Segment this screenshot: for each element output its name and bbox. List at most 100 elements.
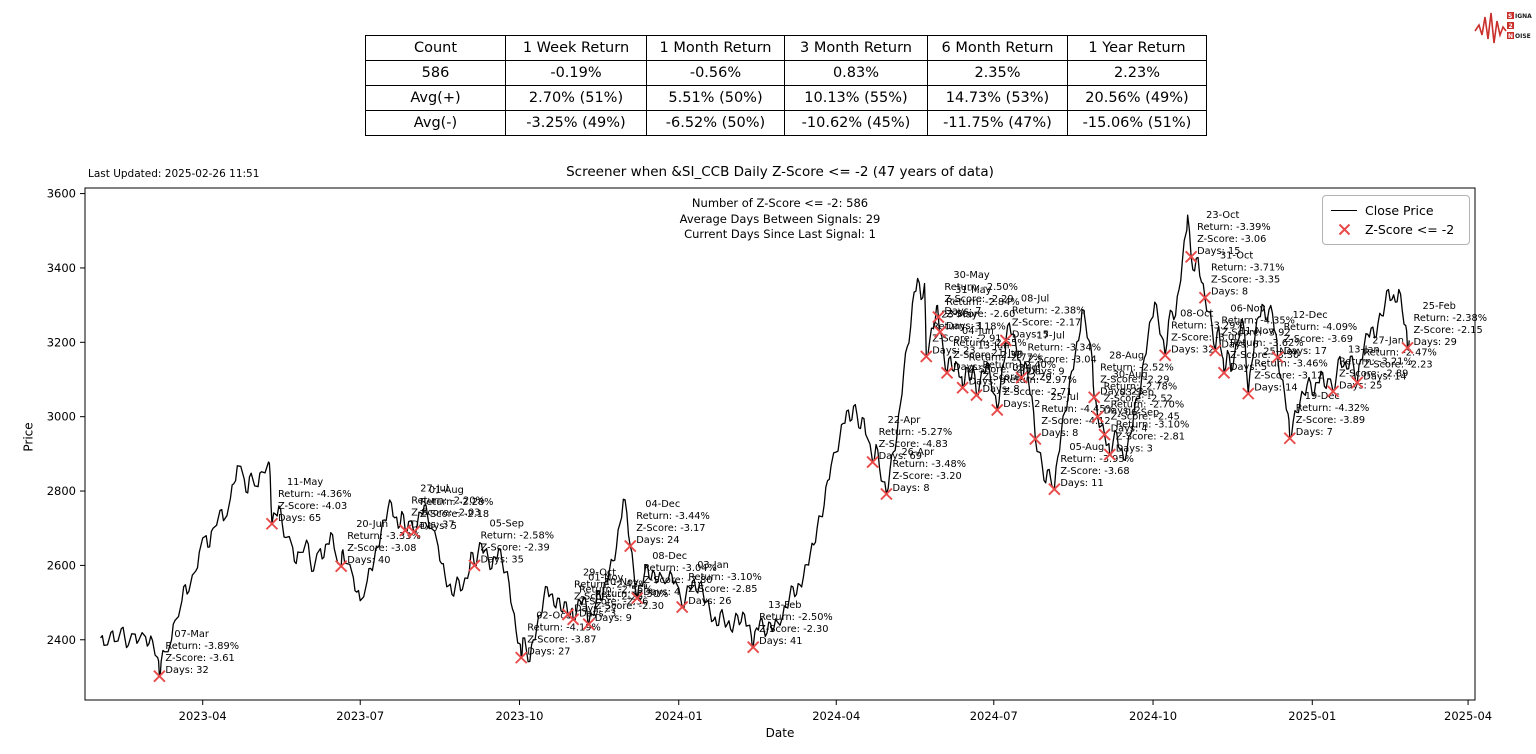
table-cell: -0.19% bbox=[505, 60, 647, 86]
zscore-marker bbox=[468, 559, 481, 572]
signal-detail-label: Z-Score: -3.20 bbox=[892, 471, 961, 482]
signal-detail-label: Return: -4.09% bbox=[1284, 322, 1358, 333]
signal-detail-label: Days: 24 bbox=[636, 535, 679, 546]
legend-label: Close Price bbox=[1365, 203, 1434, 218]
table-cell: 586 bbox=[365, 60, 506, 86]
chart-legend: Close Price Z-Score <= -2 bbox=[1322, 195, 1470, 245]
signal-date-label: 20-Jun bbox=[356, 519, 388, 530]
table-cell: 2.70% (51%) bbox=[505, 85, 647, 111]
signal-detail-label: Days: 5 bbox=[420, 521, 457, 532]
signal-detail-label: Z-Score: -3.68 bbox=[1060, 466, 1129, 477]
signal-info-lines: Number of Z-Score <= -2: 586 Average Day… bbox=[85, 196, 1475, 243]
y-tick-label: 2600 bbox=[47, 558, 76, 572]
zscore-marker bbox=[1283, 432, 1296, 445]
signal-detail-label: Days: 8 bbox=[892, 483, 929, 494]
signal-detail-label: Return: -3.04% bbox=[643, 563, 717, 574]
signal-detail-label: Days: 27 bbox=[527, 647, 570, 658]
signal-detail-label: Z-Score: -3.04 bbox=[1027, 355, 1096, 366]
y-tick-label: 3200 bbox=[47, 335, 76, 349]
signal-date-label: 17-Jul bbox=[1036, 331, 1064, 342]
signal-detail-label: Z-Score: -2.91 bbox=[932, 333, 1001, 344]
zscore-marker bbox=[1091, 410, 1104, 423]
table-cell: Avg(-) bbox=[365, 110, 506, 136]
signal-detail-label: Days: 23 bbox=[1100, 386, 1143, 397]
x-tick-label: 2024-10 bbox=[1129, 709, 1177, 723]
x-tick-label: 2025-04 bbox=[1444, 709, 1492, 723]
zscore-marker bbox=[1184, 250, 1198, 263]
signal-detail-label: Return: -3.29% bbox=[1171, 320, 1245, 331]
svg-text:OISE: OISE bbox=[1515, 33, 1531, 40]
x-tick-label: 2023-07 bbox=[336, 709, 384, 723]
signal-date-label: 06-Nov bbox=[1230, 303, 1265, 314]
signal-date-label: 19-Dec bbox=[1305, 391, 1340, 402]
signal-detail-label: Return: -3.44% bbox=[636, 511, 710, 522]
zscore-marker bbox=[676, 600, 689, 614]
zscore-marker bbox=[631, 591, 644, 605]
zscore-x-icon bbox=[1331, 223, 1357, 236]
signal-detail-label: Days: 17 bbox=[1284, 346, 1327, 357]
ecg-waveform-icon bbox=[1474, 12, 1507, 44]
signal-date-label: 25-Feb bbox=[1422, 301, 1455, 312]
signal-detail-label: Days: 65 bbox=[278, 513, 321, 524]
signal-detail-label: Return: -5.27% bbox=[879, 427, 953, 438]
table-header-row: Count 1 Week Return 1 Month Return 3 Month … bbox=[365, 35, 1207, 61]
y-tick-label: 2400 bbox=[47, 633, 76, 647]
signal-detail-label: Z-Score: -2.03 bbox=[411, 507, 480, 518]
signal-detail-label: Return: -4.36% bbox=[278, 489, 352, 500]
zscore-marker bbox=[1088, 391, 1101, 404]
signal-detail-label: Return: -2.47% bbox=[1363, 347, 1437, 358]
signal-detail-label: Return: -2.58% bbox=[480, 530, 554, 541]
signal-noise-logo: S IGNAL 2 N OISE bbox=[1474, 12, 1532, 44]
signal-date-label: 13-Jan bbox=[1348, 344, 1380, 355]
zscore-marker bbox=[1326, 385, 1340, 398]
signal-detail-label: Days: 9 bbox=[595, 613, 632, 624]
signal-detail-label: Return: -2.77% bbox=[969, 353, 1043, 364]
signal-detail-label: Days: 29 bbox=[1413, 337, 1456, 348]
zscore-marker bbox=[566, 613, 580, 626]
signal-detail-label: Return: -3.48% bbox=[892, 459, 966, 470]
y-tick-label: 3400 bbox=[47, 261, 76, 275]
signal-detail-label: Return: -3.95% bbox=[1060, 454, 1134, 465]
signal-detail-label: Days: 4 bbox=[1111, 424, 1148, 435]
signal-detail-label: Return: -2.70% bbox=[1111, 400, 1185, 411]
signal-date-label: 23-May bbox=[941, 309, 977, 320]
table-header-cell: 3 Month Return bbox=[784, 35, 928, 61]
table-header-cell: 6 Month Return bbox=[927, 35, 1068, 61]
table-cell: Avg(+) bbox=[365, 85, 506, 111]
legend-item-close-price: Close Price bbox=[1331, 201, 1461, 220]
x-tick-label: 2023-10 bbox=[495, 709, 543, 723]
signal-detail-label: Return: -3.89% bbox=[165, 641, 239, 652]
zscore-marker bbox=[746, 641, 760, 654]
zscore-marker bbox=[582, 617, 595, 631]
signal-detail-label: Return: -3.71% bbox=[1211, 263, 1285, 274]
signal-date-label: 03-Jul bbox=[1012, 363, 1040, 374]
signal-detail-label: Return: -2.43% bbox=[574, 579, 648, 590]
zscore-marker bbox=[1242, 387, 1255, 400]
y-tick-label: 3000 bbox=[47, 410, 76, 424]
signal-detail-label: Z-Score: -2.33 bbox=[953, 350, 1022, 361]
signal-detail-label: Z-Score: -2.51 bbox=[969, 365, 1038, 376]
signal-detail-label: Z-Score: -3.30 bbox=[1230, 350, 1299, 361]
signal-detail-label: Z-Score: -2.23 bbox=[1363, 359, 1432, 370]
signal-detail-label: Days: 5 bbox=[1230, 362, 1267, 373]
signal-detail-label: Z-Score: -2.18 bbox=[420, 509, 489, 520]
signal-detail-label: Z-Score: -2.45 bbox=[1111, 412, 1180, 423]
signal-detail-label: Z-Score: -3.61 bbox=[165, 653, 234, 664]
signal-date-label: 25-Nov bbox=[1263, 347, 1298, 358]
signal-detail-label: Days: 7 bbox=[1296, 427, 1333, 438]
signal-date-label: 08-Oct bbox=[1180, 308, 1213, 319]
zscore-marker bbox=[1015, 371, 1028, 384]
